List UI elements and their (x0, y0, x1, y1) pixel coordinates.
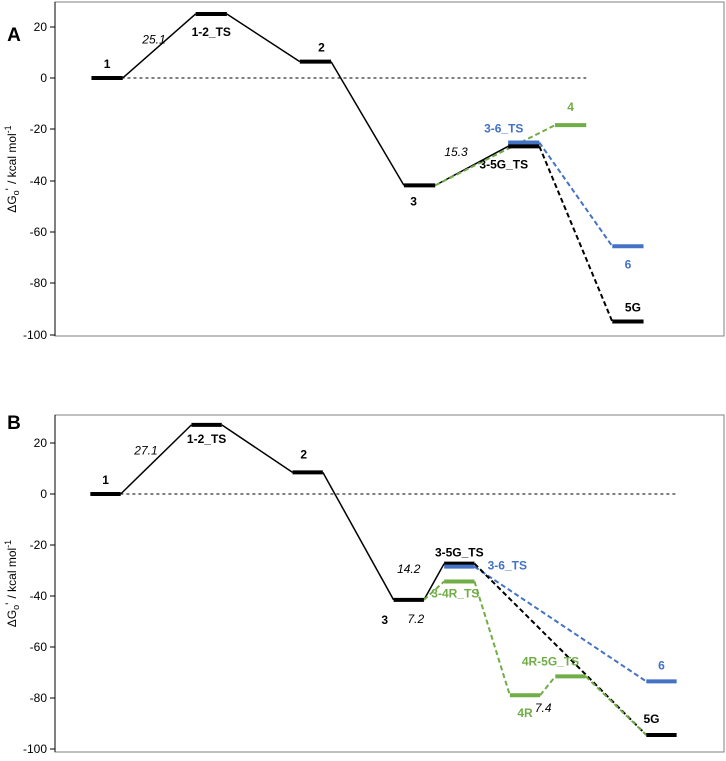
connector-line (538, 141, 614, 247)
level-label-4R-5G_TS: 4R-5G_TS (522, 654, 579, 668)
connector-line (584, 675, 647, 736)
y-tick-label: -40 (30, 589, 48, 603)
level-label-4R: 4R (517, 706, 533, 720)
y-tick-label: -60 (30, 225, 48, 239)
level-label-4: 4 (567, 100, 574, 114)
plot-frame (54, 414, 725, 753)
level-label-1-2_TS: 1-2_TS (192, 25, 231, 39)
barrier-annotation: 15.3 (444, 145, 468, 159)
connector-line (423, 580, 445, 601)
y-axis-label-prime: ' (3, 188, 17, 190)
panel-label: B (7, 413, 21, 434)
level-label-5G: 5G (625, 301, 641, 315)
level-label-1-2_TS: 1-2_TS (187, 432, 226, 446)
y-axis-label-main: ΔG (5, 195, 19, 212)
connector-line (473, 565, 647, 683)
plot-frame (54, 1, 725, 337)
y-axis-label-sup: -1 (3, 540, 13, 548)
level-label-3-5G_TS: 3-5G_TS (479, 157, 528, 171)
barrier-annotation: 25.1 (141, 33, 165, 47)
level-label-2: 2 (318, 41, 325, 55)
y-tick-label: -100 (23, 742, 47, 756)
connector-line (473, 562, 648, 736)
connector-line (423, 563, 445, 601)
y-axis-label-sub: o (11, 190, 21, 195)
level-label-3-4R_TS: 3-4R_TS (431, 586, 479, 600)
y-tick-label: 0 (40, 487, 47, 501)
level-label-3-5G_TS: 3-5G_TS (435, 546, 484, 560)
connector-line (322, 471, 395, 601)
y-tick-label: 20 (34, 436, 48, 450)
y-axis-label-sub: o (11, 605, 21, 610)
panel-B: 20 0 -20 -40 -60 -80 -100 1 1-2_TS 2 3 3-5G_TS 3-6_T… (3, 413, 725, 756)
level-label-2: 2 (300, 447, 307, 461)
y-axis-label-prime: ' (3, 603, 17, 605)
connector-line (434, 124, 556, 187)
level-label-6: 6 (625, 257, 632, 271)
y-tick-label: -20 (30, 122, 48, 136)
connector-line (120, 424, 192, 495)
y-axis-label-unit: / kcal mol (5, 133, 19, 184)
connector-line (539, 675, 557, 696)
y-axis-label: ΔGo' / kcal mol-1 (3, 125, 21, 212)
barrier-annotation: 14.2 (397, 562, 421, 576)
y-tick-label: -60 (30, 640, 48, 654)
connector-line (330, 61, 405, 186)
barrier-annotation: 7.2 (408, 612, 425, 626)
connector-line (538, 145, 614, 322)
y-tick-label: 20 (34, 20, 48, 34)
y-axis-label: ΔGo' / kcal mol-1 (3, 540, 21, 627)
y-tick-label: -80 (30, 691, 48, 705)
level-label-3: 3 (410, 194, 417, 208)
connector-line (226, 13, 301, 63)
y-tick-label: 0 (40, 71, 47, 85)
barrier-annotation: 7.4 (535, 701, 552, 715)
y-axis-label-unit: / kcal mol (5, 548, 19, 599)
connector-line (221, 424, 293, 473)
connector-line (122, 13, 197, 79)
panel-A: 20 0 -20 -40 -60 -80 -100 1 1-2_TS 2 3 3-6_TS 3-5G_T… (3, 1, 725, 342)
level-label-1: 1 (104, 57, 111, 71)
level-label-3: 3 (381, 613, 388, 627)
level-label-5G: 5G (643, 712, 659, 726)
y-axis-label-main: ΔG (5, 610, 19, 627)
y-tick-label: -80 (30, 276, 48, 290)
barrier-annotation: 27.1 (133, 443, 157, 457)
level-label-6: 6 (658, 658, 665, 672)
level-label-3-6_TS: 3-6_TS (484, 122, 523, 136)
level-label-3-6_TS: 3-6_TS (488, 559, 527, 573)
y-axis-label-sup: -1 (3, 125, 13, 133)
panel-label: A (7, 25, 21, 46)
connector-line (473, 581, 511, 696)
y-tick-label: -20 (30, 538, 48, 552)
y-tick-label: -40 (30, 174, 48, 188)
level-label-1: 1 (102, 473, 109, 487)
connector-line (434, 145, 509, 187)
y-tick-label: -100 (23, 328, 47, 342)
